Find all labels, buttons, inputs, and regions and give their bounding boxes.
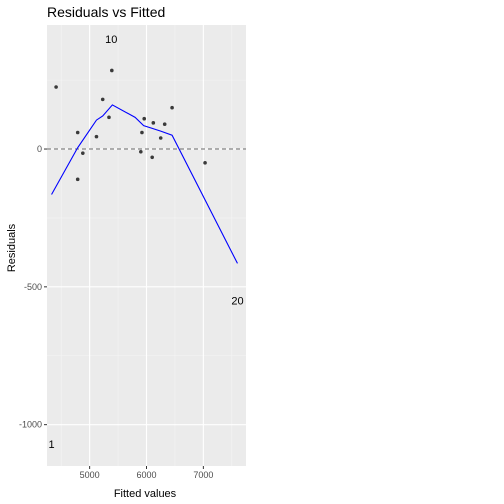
data-point (142, 117, 146, 121)
data-point (107, 116, 111, 120)
data-point (110, 69, 114, 73)
data-point (203, 161, 207, 165)
x-tick-label: 6000 (136, 470, 156, 480)
x-tick-label: 7000 (193, 470, 213, 480)
x-axis-title: Fitted values (114, 488, 177, 500)
x-tick-label: 5000 (80, 470, 100, 480)
data-point (152, 121, 156, 125)
y-tick-label: -1000 (19, 420, 42, 430)
data-point (150, 156, 154, 160)
data-point (95, 135, 99, 139)
y-tick-label: -500 (24, 282, 42, 292)
data-point (139, 150, 143, 154)
y-tick-label: 0 (37, 144, 42, 154)
point-label: 1 (48, 439, 54, 451)
data-point (101, 98, 105, 102)
data-point (159, 136, 163, 140)
y-axis-title: Residuals (6, 223, 18, 272)
data-point (163, 122, 167, 126)
y-axis-ticks: -1000 -500 0 (19, 144, 47, 430)
data-point (76, 178, 80, 182)
data-point (54, 85, 58, 89)
data-point (81, 151, 85, 155)
point-label: 20 (231, 296, 243, 308)
data-point (76, 131, 80, 135)
x-axis-ticks: 5000 6000 7000 (80, 466, 214, 480)
point-label: 10 (105, 34, 117, 46)
chart-title: Residuals vs Fitted (47, 4, 165, 20)
data-point (140, 131, 144, 135)
data-point (170, 106, 174, 110)
